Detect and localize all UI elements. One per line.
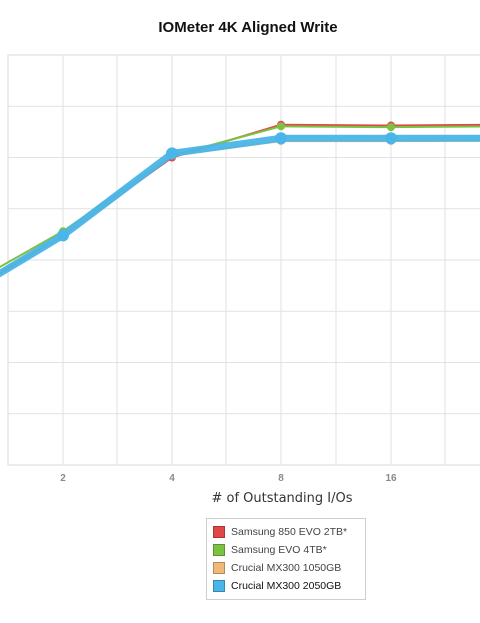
legend-label: Samsung EVO 4TB* [231,544,327,556]
legend-item[interactable]: Samsung EVO 4TB* [213,541,365,559]
x-tick-label: 4 [169,473,175,484]
data-point[interactable] [387,123,395,132]
series-line [0,125,480,268]
x-tick-label: 8 [278,473,284,484]
series-line [0,139,480,273]
legend: Samsung 850 EVO 2TB* Samsung EVO 4TB* Cruc… [206,518,366,600]
series-lines [0,120,480,278]
legend-swatch [213,526,225,538]
legend-item[interactable]: Samsung 850 EVO 2TB* [213,523,365,541]
legend-item[interactable]: Crucial MX300 2050GB [213,577,365,595]
data-point[interactable] [166,147,178,160]
legend-label: Crucial MX300 2050GB [231,580,342,592]
data-point[interactable] [277,122,285,131]
legend-swatch [213,580,225,592]
gridlines [7,54,480,466]
x-tick-labels: 2 4 8 16 [60,473,397,484]
data-point[interactable] [57,229,69,242]
data-point[interactable] [275,132,287,145]
series-line [0,123,480,275]
x-tick-label: 2 [60,473,66,484]
legend-item[interactable]: Crucial MX300 1050GB [213,559,365,577]
legend-swatch [213,562,225,574]
x-tick-label: 16 [385,473,397,484]
x-axis-label: # of Outstanding I/Os [211,491,353,506]
data-point[interactable] [385,132,397,145]
legend-label: Crucial MX300 1050GB [231,562,342,574]
legend-swatch [213,544,225,556]
series-line [0,134,480,278]
legend-label: Samsung 850 EVO 2TB* [231,526,348,538]
chart-title: IOMeter 4K Aligned Write [158,19,338,36]
